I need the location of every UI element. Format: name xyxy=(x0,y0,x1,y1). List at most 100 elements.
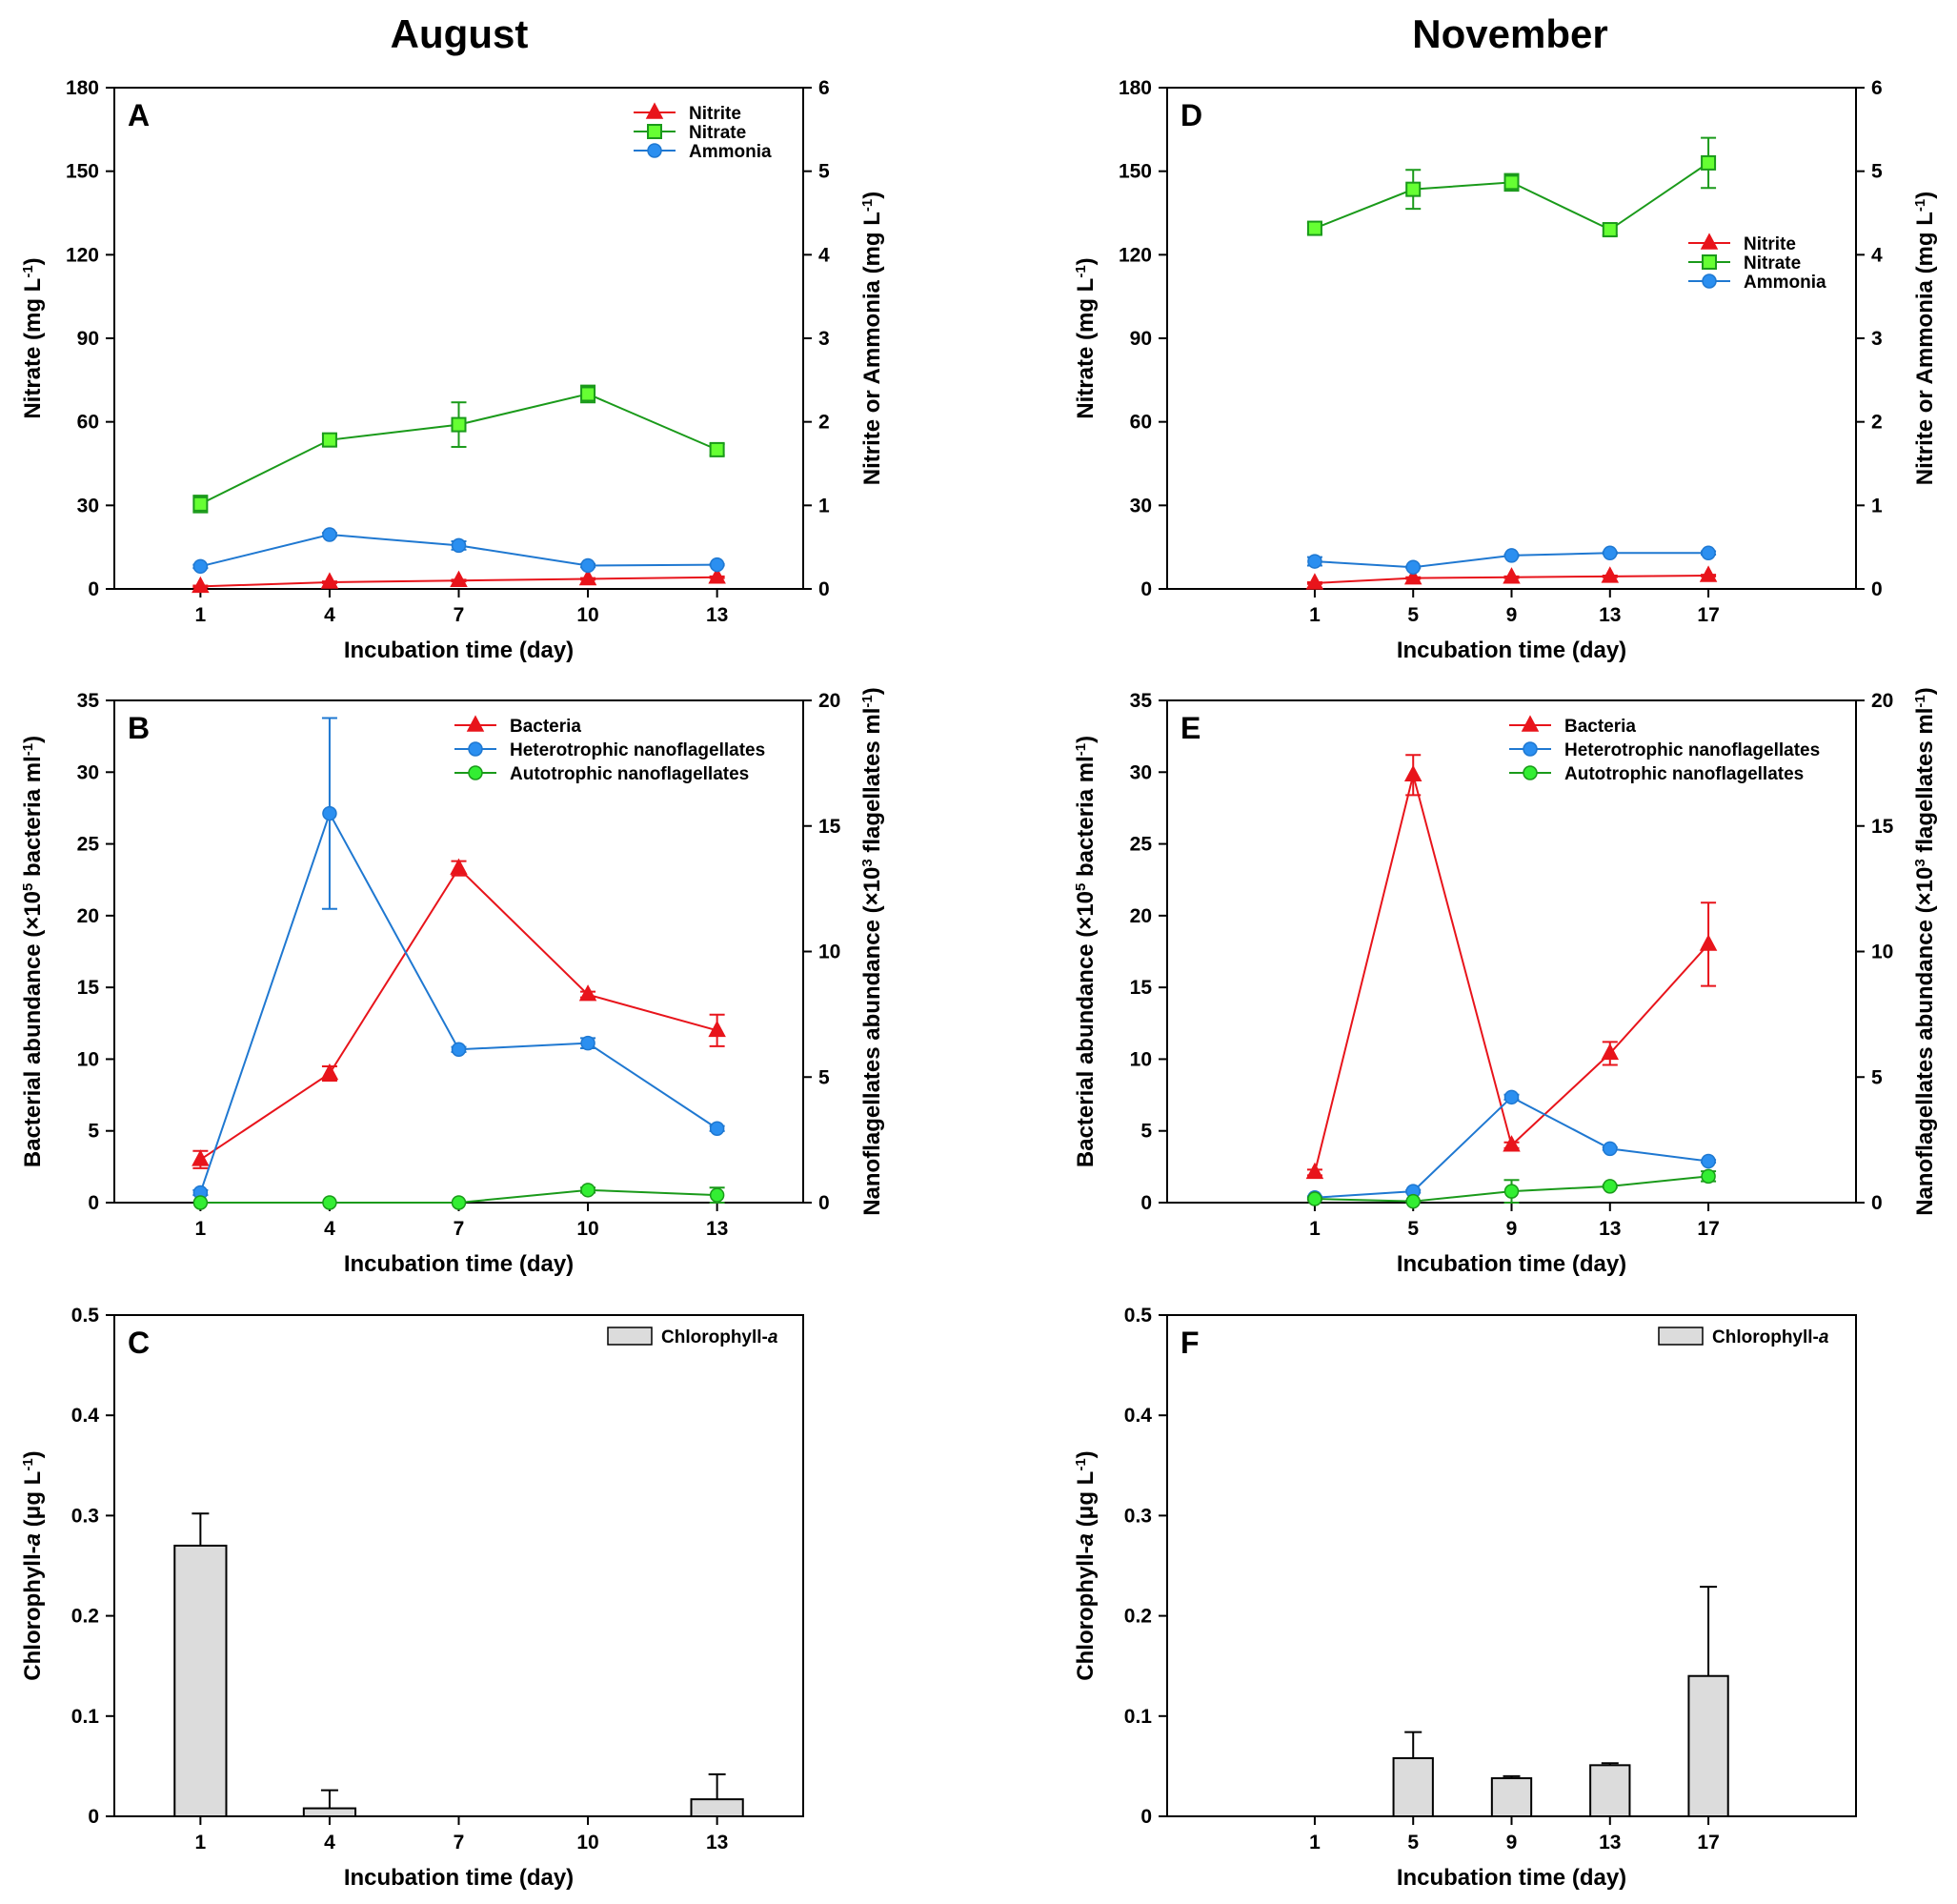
y-axis-label-part: ) xyxy=(20,736,46,743)
y-tick-label: 0.5 xyxy=(71,1305,100,1327)
y-axis-label-part: ) xyxy=(1073,257,1099,265)
y-tick-label: 0 xyxy=(1140,578,1152,600)
series-nitrate xyxy=(192,384,725,514)
plot-frame xyxy=(113,87,804,590)
data-point xyxy=(580,386,596,402)
y2-tick-label: 20 xyxy=(1871,690,1893,712)
y-tick-label: 0 xyxy=(88,1192,99,1214)
data-point xyxy=(1503,548,1520,563)
y-axis-label-part: (μg L xyxy=(1073,1471,1099,1533)
y2-axis-label-part: flagellates ml xyxy=(1912,708,1938,860)
x-tick-label: 13 xyxy=(706,604,728,626)
data-point xyxy=(578,984,597,1002)
data-point xyxy=(320,1063,339,1081)
y2-axis-label-part: flagellates ml xyxy=(859,708,885,860)
data-point xyxy=(580,1035,595,1051)
y2-tick-label: 5 xyxy=(818,1066,830,1088)
y2-axis-label: Nitrite or Ammonia (mg L-1) xyxy=(1912,192,1939,485)
series-line xyxy=(199,866,717,1161)
legend-label: Bacteria xyxy=(510,717,581,737)
y-axis-label-part: ) xyxy=(20,1450,46,1458)
x-axis-label: Incubation time (day) xyxy=(1397,1251,1626,1277)
y-tick-label: 25 xyxy=(1130,834,1153,856)
y2-tick-label: 6 xyxy=(818,77,830,99)
y-axis-label-part: -1 xyxy=(20,1458,36,1470)
data-point xyxy=(1403,764,1422,782)
panel-c: C 0 0.1 0.2 0.3 0.4 0.5 1 4 7 10 13 Incubation time … xyxy=(20,1305,804,1891)
legend-label: Ammonia xyxy=(689,142,772,162)
legend-label: Nitrite xyxy=(1744,234,1796,254)
legend-label: Heterotrophic nanoflagellates xyxy=(510,740,765,760)
y2-tick-label: 6 xyxy=(1871,77,1883,99)
y-axis-label-part: -1 xyxy=(20,743,36,756)
data-point xyxy=(321,432,337,448)
y2-tick-label: 15 xyxy=(1871,816,1894,838)
y-axis-label: Bacterial abundance (×105 bacteria ml-1) xyxy=(1073,736,1100,1167)
y2-axis-label-part: 3 xyxy=(859,859,876,866)
data-point xyxy=(1603,1141,1618,1157)
data-point xyxy=(1503,1089,1520,1105)
data-point xyxy=(709,1121,725,1137)
y2-axis-label-part: -1 xyxy=(1912,695,1928,707)
y-tick-label: 60 xyxy=(77,412,99,434)
x-tick-label: 17 xyxy=(1697,1218,1719,1240)
y2-tick-label: 0 xyxy=(1871,578,1883,600)
x-tick-label: 1 xyxy=(1309,1832,1321,1853)
data-point xyxy=(451,1195,467,1210)
x-tick-label: 5 xyxy=(1407,604,1419,626)
legend-label: Chlorophyll-a xyxy=(1712,1327,1829,1347)
y2-tick-label: 0 xyxy=(818,578,830,600)
y-tick-label: 20 xyxy=(77,905,99,927)
x-tick-label: 4 xyxy=(324,1218,335,1240)
series-nitrite xyxy=(1305,565,1718,590)
y-tick-label: 0 xyxy=(1140,1192,1152,1214)
y2-tick-label: 3 xyxy=(818,328,830,350)
x-tick-label: 17 xyxy=(1697,604,1719,626)
y2-axis-label-part: Nitrite or Ammonia (mg L xyxy=(859,212,885,485)
series-nitrite xyxy=(192,567,726,594)
y-tick-label: 120 xyxy=(66,244,99,266)
x-tick-label: 13 xyxy=(1599,1832,1621,1853)
data-point xyxy=(1701,154,1717,171)
y-axis-label-part: Chlorophyll- xyxy=(1073,1546,1099,1680)
y2-axis-label-part: ) xyxy=(1912,192,1938,199)
y2-tick-label: 3 xyxy=(1871,328,1883,350)
data-point xyxy=(1601,566,1620,583)
bar xyxy=(173,1544,228,1817)
data-point xyxy=(450,570,468,587)
y-axis-label-part: -1 xyxy=(20,265,36,277)
data-point xyxy=(322,527,337,542)
plot-frame xyxy=(1166,87,1857,590)
y-axis-label-part: Chlorophyll- xyxy=(20,1546,46,1680)
data-point xyxy=(1306,220,1322,236)
x-tick-label: 1 xyxy=(195,1218,207,1240)
y-axis-label-part: Bacterial abundance (×10 xyxy=(20,891,46,1167)
y-axis-label: Bacterial abundance (×105 bacteria ml-1) xyxy=(20,736,47,1167)
legend-label: Autotrophic nanoflagellates xyxy=(510,764,749,784)
x-tick-label: 1 xyxy=(1309,604,1321,626)
y2-tick-label: 4 xyxy=(1871,244,1883,266)
data-point xyxy=(708,1020,726,1038)
legend-marker xyxy=(1523,765,1538,780)
legend-label-part: Chlorophyll- xyxy=(661,1327,768,1347)
data-point xyxy=(192,558,209,575)
panel-letter: A xyxy=(128,98,150,132)
data-point xyxy=(1503,174,1520,191)
y2-axis-label-part: Nanoflagellates abundance (×10 xyxy=(859,867,885,1216)
x-tick-label: 10 xyxy=(576,1218,598,1240)
x-tick-label: 7 xyxy=(454,604,465,626)
legend-label: Nitrite xyxy=(689,104,741,124)
y-tick-label: 0.4 xyxy=(71,1405,100,1427)
y-tick-label: 30 xyxy=(1130,495,1152,517)
y2-tick-label: 5 xyxy=(818,161,830,183)
y2-tick-label: 0 xyxy=(818,1192,830,1214)
data-point xyxy=(709,1187,725,1203)
series-autotrophic-nanoflagellates xyxy=(1306,1168,1717,1209)
legend-label: Heterotrophic nanoflagellates xyxy=(1564,740,1820,760)
y-axis-label-part: bacteria ml xyxy=(1073,756,1099,882)
x-tick-label: 1 xyxy=(1309,1218,1321,1240)
x-tick-label: 9 xyxy=(1506,1832,1518,1853)
y2-tick-label: 10 xyxy=(1871,942,1893,963)
x-tick-label: 13 xyxy=(706,1218,728,1240)
